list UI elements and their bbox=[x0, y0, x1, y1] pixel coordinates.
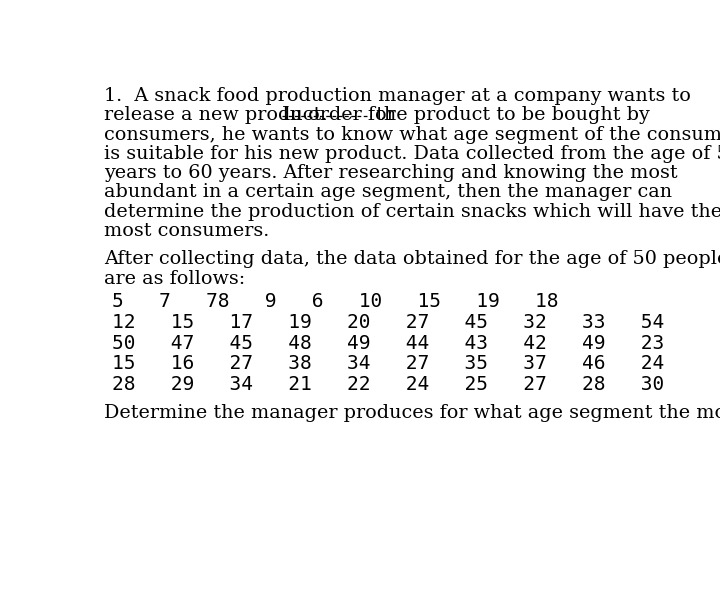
Text: is suitable for his new product. Data collected from the age of 5: is suitable for his new product. Data co… bbox=[104, 145, 720, 163]
Text: In order for: In order for bbox=[282, 106, 395, 124]
Text: the product to be bought by: the product to be bought by bbox=[370, 106, 649, 124]
Text: release a new product.: release a new product. bbox=[104, 106, 333, 124]
Text: abundant in a certain age segment, then the manager can: abundant in a certain age segment, then … bbox=[104, 184, 672, 202]
Text: are as follows:: are as follows: bbox=[104, 270, 246, 288]
Text: 5   7   78   9   6   10   15   19   18: 5 7 78 9 6 10 15 19 18 bbox=[112, 292, 558, 311]
Text: After collecting data, the data obtained for the age of 50 people: After collecting data, the data obtained… bbox=[104, 251, 720, 269]
Text: 50   47   45   48   49   44   43   42   49   23: 50 47 45 48 49 44 43 42 49 23 bbox=[112, 334, 664, 353]
Text: consumers, he wants to know what age segment of the consumer: consumers, he wants to know what age seg… bbox=[104, 126, 720, 144]
Text: 12   15   17   19   20   27   45   32   33   54: 12 15 17 19 20 27 45 32 33 54 bbox=[112, 313, 664, 332]
Text: Determine the manager produces for what age segment the most?: Determine the manager produces for what … bbox=[104, 404, 720, 422]
Text: 28   29   34   21   22   24   25   27   28   30: 28 29 34 21 22 24 25 27 28 30 bbox=[112, 375, 664, 394]
Text: most consumers.: most consumers. bbox=[104, 222, 269, 240]
Text: years to 60 years. After researching and knowing the most: years to 60 years. After researching and… bbox=[104, 164, 678, 182]
Text: 15   16   27   38   34   27   35   37   46   24: 15 16 27 38 34 27 35 37 46 24 bbox=[112, 355, 664, 373]
Text: determine the production of certain snacks which will have the: determine the production of certain snac… bbox=[104, 203, 720, 221]
Text: 1.  A snack food production manager at a company wants to: 1. A snack food production manager at a … bbox=[104, 87, 690, 105]
